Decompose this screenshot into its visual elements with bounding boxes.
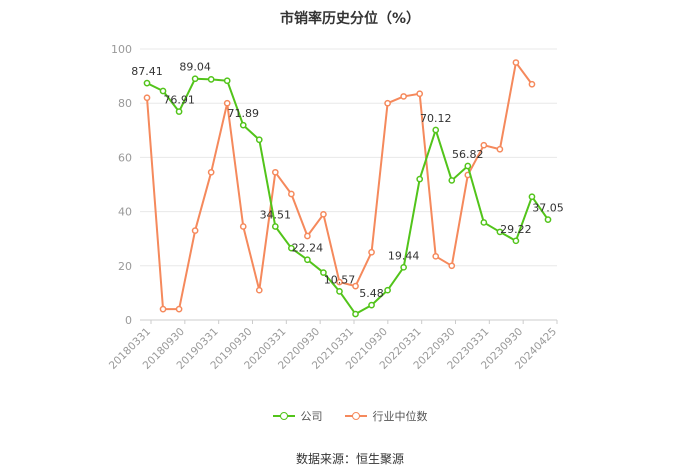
data-point-company xyxy=(159,87,167,95)
data-point-company xyxy=(384,286,391,294)
data-point-industry xyxy=(448,262,456,270)
y-tick-label: 20 xyxy=(118,260,132,273)
y-tick-label: 40 xyxy=(118,206,132,219)
data-point-industry xyxy=(432,252,440,260)
data-point-company xyxy=(223,77,231,85)
data-point-industry xyxy=(320,210,327,218)
data-point-industry xyxy=(512,59,520,66)
data-label-company: 89.04 xyxy=(179,61,211,74)
data-label-company: 87.41 xyxy=(131,65,163,78)
data-label-company: 56.82 xyxy=(452,148,484,161)
data-point-company xyxy=(207,76,215,83)
data-point-company xyxy=(304,256,311,264)
data-point-company xyxy=(480,219,488,226)
data-point-industry xyxy=(384,99,391,107)
data-point-industry xyxy=(143,94,151,102)
legend-industry-marker xyxy=(344,412,367,420)
legend-company-marker xyxy=(272,412,295,420)
data-label-company: 19.44 xyxy=(388,249,420,262)
data-point-company xyxy=(175,108,183,115)
data-point-industry xyxy=(288,190,295,198)
data-point-industry xyxy=(159,305,167,313)
data-point-industry xyxy=(304,232,311,240)
data-point-company xyxy=(528,193,536,201)
y-tick-label: 100 xyxy=(111,43,132,56)
data-point-industry xyxy=(480,141,488,149)
data-point-industry xyxy=(336,278,343,286)
data-label-company: 34.51 xyxy=(260,208,292,221)
y-tick-label: 0 xyxy=(125,314,132,327)
data-point-company xyxy=(512,237,520,245)
data-point-company xyxy=(352,310,359,318)
data-point-industry xyxy=(352,282,359,290)
y-tick-label: 60 xyxy=(118,151,132,164)
data-point-company xyxy=(448,177,456,184)
data-point-industry xyxy=(368,248,375,256)
data-label-company: 71.89 xyxy=(227,107,259,120)
data-point-company xyxy=(271,223,279,230)
data-source: 数据来源：恒生聚源 xyxy=(295,452,404,466)
data-point-company xyxy=(239,121,247,129)
data-label-company: 29.22 xyxy=(500,223,532,236)
data-point-company xyxy=(255,136,263,144)
data-point-company xyxy=(191,75,199,83)
legend-industry-label: 行业中位数 xyxy=(372,410,428,423)
data-point-industry xyxy=(271,168,279,176)
legend-item-company[interactable]: 公司 xyxy=(272,408,323,424)
data-point-industry xyxy=(223,99,231,107)
data-point-company xyxy=(416,175,424,183)
data-point-industry xyxy=(239,223,247,230)
data-point-company xyxy=(288,244,295,252)
data-point-company xyxy=(432,126,440,134)
chart-title: 市销率历史分位（%） xyxy=(279,11,421,27)
data-point-industry xyxy=(496,145,504,153)
data-point-company xyxy=(320,269,327,276)
data-point-company xyxy=(400,263,407,271)
data-point-industry xyxy=(175,305,183,313)
data-point-industry xyxy=(191,227,199,234)
data-point-industry xyxy=(528,80,536,88)
data-point-industry xyxy=(207,168,215,176)
data-label-company: 76.91 xyxy=(163,94,195,107)
data-label-company: 37.05 xyxy=(532,202,564,215)
data-label-company: 10.57 xyxy=(324,273,356,286)
data-point-company xyxy=(496,228,504,236)
legend-item-industry[interactable]: 行业中位数 xyxy=(344,408,428,424)
data-point-company xyxy=(336,288,343,295)
data-point-industry xyxy=(416,90,424,98)
y-tick-label: 80 xyxy=(118,97,132,110)
data-point-company xyxy=(143,79,151,87)
data-label-company: 70.12 xyxy=(420,112,452,125)
data-point-company xyxy=(464,162,472,170)
data-point-industry xyxy=(400,93,407,100)
data-point-company xyxy=(544,216,552,223)
data-label-company: 5.48 xyxy=(359,287,384,300)
data-point-industry xyxy=(255,286,263,294)
legend-company-label: 公司 xyxy=(300,410,323,423)
data-label-company: 22.24 xyxy=(292,242,324,255)
data-point-company xyxy=(368,301,375,309)
chart-legend: 公司 行业中位数 xyxy=(0,408,700,424)
